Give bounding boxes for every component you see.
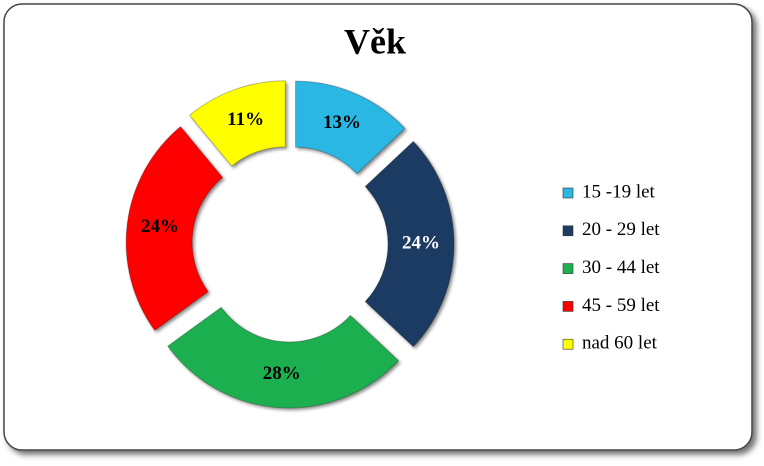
donut-segment xyxy=(167,306,400,409)
legend-marker xyxy=(562,301,574,312)
donut-segment xyxy=(364,140,455,348)
legend-label: 45 - 59 let xyxy=(582,295,660,316)
data-label: 11% xyxy=(227,109,264,130)
donut-segment xyxy=(125,125,224,332)
legend-label: 15 -19 let xyxy=(582,181,656,202)
donut-segment xyxy=(188,80,286,167)
legend-marker xyxy=(562,187,574,199)
legend-marker xyxy=(562,225,574,237)
pie: 13% 24% 28% 24% 11% xyxy=(125,80,455,409)
legend-label: 30 - 44 let xyxy=(582,257,660,278)
legend-marker xyxy=(562,263,574,274)
data-label: 13% xyxy=(323,112,361,133)
data-label: 24% xyxy=(402,232,440,253)
legend-marker xyxy=(562,338,574,350)
legend: 15 -19 let 20 - 29 let 30 - 44 let 45 - 59 … xyxy=(562,181,660,354)
data-label: 24% xyxy=(141,216,179,237)
donut-segment xyxy=(295,80,406,175)
chart-title: Věk xyxy=(344,21,406,61)
data-label: 28% xyxy=(263,363,301,384)
legend-label: nad 60 let xyxy=(582,333,658,354)
legend-label: 20 - 29 let xyxy=(582,219,660,240)
